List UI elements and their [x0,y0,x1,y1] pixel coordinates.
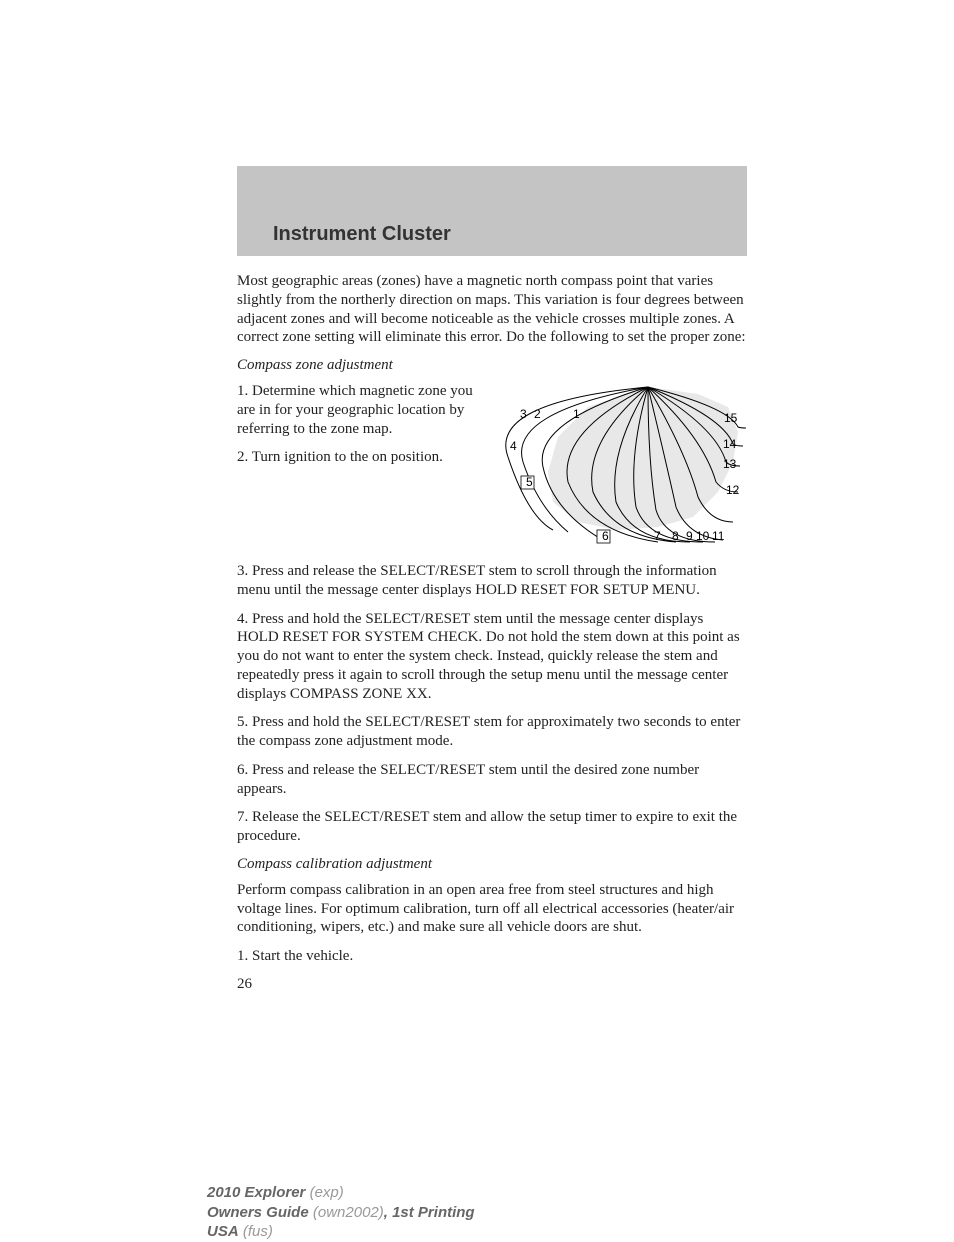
svg-text:7: 7 [654,529,661,543]
zone-map-figure: 123456789101112131415 [498,382,748,552]
svg-text:2: 2 [534,407,541,421]
svg-text:12: 12 [726,483,740,497]
svg-text:10: 10 [696,529,710,543]
svg-text:3: 3 [520,407,527,421]
footer-vehicle: 2010 Explorer [207,1184,305,1201]
step-5: 5. Press and hold the SELECT/RESET stem … [237,713,747,751]
calibration-paragraph: Perform compass calibration in an open a… [237,881,747,937]
svg-text:4: 4 [510,439,517,453]
step-7: 7. Release the SELECT/RESET stem and all… [237,808,747,846]
footer-guide: Owners Guide [207,1204,309,1221]
step-4: 4. Press and hold the SELECT/RESET stem … [237,610,747,704]
svg-text:13: 13 [723,457,737,471]
footer-block: 2010 Explorer (exp) Owners Guide (own200… [207,1183,475,1242]
section-header-bar: Instrument Cluster [237,166,747,256]
calib-step-1: 1. Start the vehicle. [237,947,747,966]
svg-text:5: 5 [526,475,533,489]
footer-line-3: USA (fus) [207,1222,475,1242]
step-1: 1. Determine which magnetic zone you are… [237,382,482,438]
svg-text:11: 11 [712,529,725,543]
svg-text:9: 9 [686,529,693,543]
page-body: Most geographic areas (zones) have a mag… [237,272,747,993]
section-title: Instrument Cluster [273,223,451,246]
step-3: 3. Press and release the SELECT/RESET st… [237,562,747,600]
svg-text:8: 8 [672,529,679,543]
subheading-zone-adjust: Compass zone adjustment [237,357,747,374]
footer-line-1: 2010 Explorer (exp) [207,1183,475,1203]
step-2: 2. Turn ignition to the on position. [237,448,482,467]
svg-text:14: 14 [723,437,737,451]
footer-printing: , 1st Printing [384,1204,475,1221]
intro-paragraph: Most geographic areas (zones) have a mag… [237,272,747,347]
footer-line-2: Owners Guide (own2002), 1st Printing [207,1203,475,1223]
footer-region-code: (fus) [239,1223,273,1240]
document-page: Instrument Cluster Most geographic areas… [237,166,747,993]
step-6: 6. Press and release the SELECT/RESET st… [237,761,747,799]
zone-map-svg: 123456789101112131415 [498,382,748,552]
subheading-calibration: Compass calibration adjustment [237,856,747,873]
footer-vehicle-code: (exp) [305,1184,343,1201]
step-text-column: 1. Determine which magnetic zone you are… [237,382,482,552]
step-with-figure-row: 1. Determine which magnetic zone you are… [237,382,747,552]
svg-text:6: 6 [602,529,609,543]
zone-map-container: 123456789101112131415 [498,382,748,552]
svg-text:15: 15 [724,411,738,425]
page-number: 26 [237,976,747,993]
svg-text:1: 1 [573,407,580,421]
footer-guide-code: (own2002) [309,1204,384,1221]
footer-region: USA [207,1223,239,1240]
